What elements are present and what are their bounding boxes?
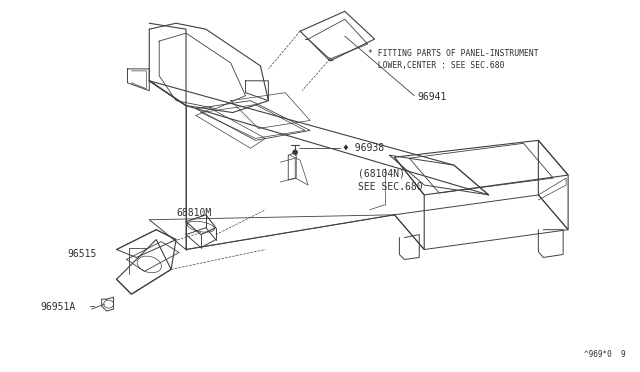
Text: SEE SEC.680: SEE SEC.680 xyxy=(358,182,422,192)
Text: 96951A: 96951A xyxy=(40,302,76,312)
Text: 96941: 96941 xyxy=(417,92,447,102)
Text: 68810M: 68810M xyxy=(176,208,211,218)
Text: —: — xyxy=(90,302,95,312)
Text: 96515: 96515 xyxy=(67,250,96,260)
Text: (68104N): (68104N) xyxy=(358,168,404,178)
Text: ^969*0  9: ^969*0 9 xyxy=(584,350,626,359)
Text: * FITTING PARTS OF PANEL-INSTRUMENT: * FITTING PARTS OF PANEL-INSTRUMENT xyxy=(367,49,538,58)
Text: ♦ 96938: ♦ 96938 xyxy=(343,143,384,153)
Text: LOWER,CENTER : SEE SEC.680: LOWER,CENTER : SEE SEC.680 xyxy=(367,61,504,70)
Ellipse shape xyxy=(292,150,298,155)
